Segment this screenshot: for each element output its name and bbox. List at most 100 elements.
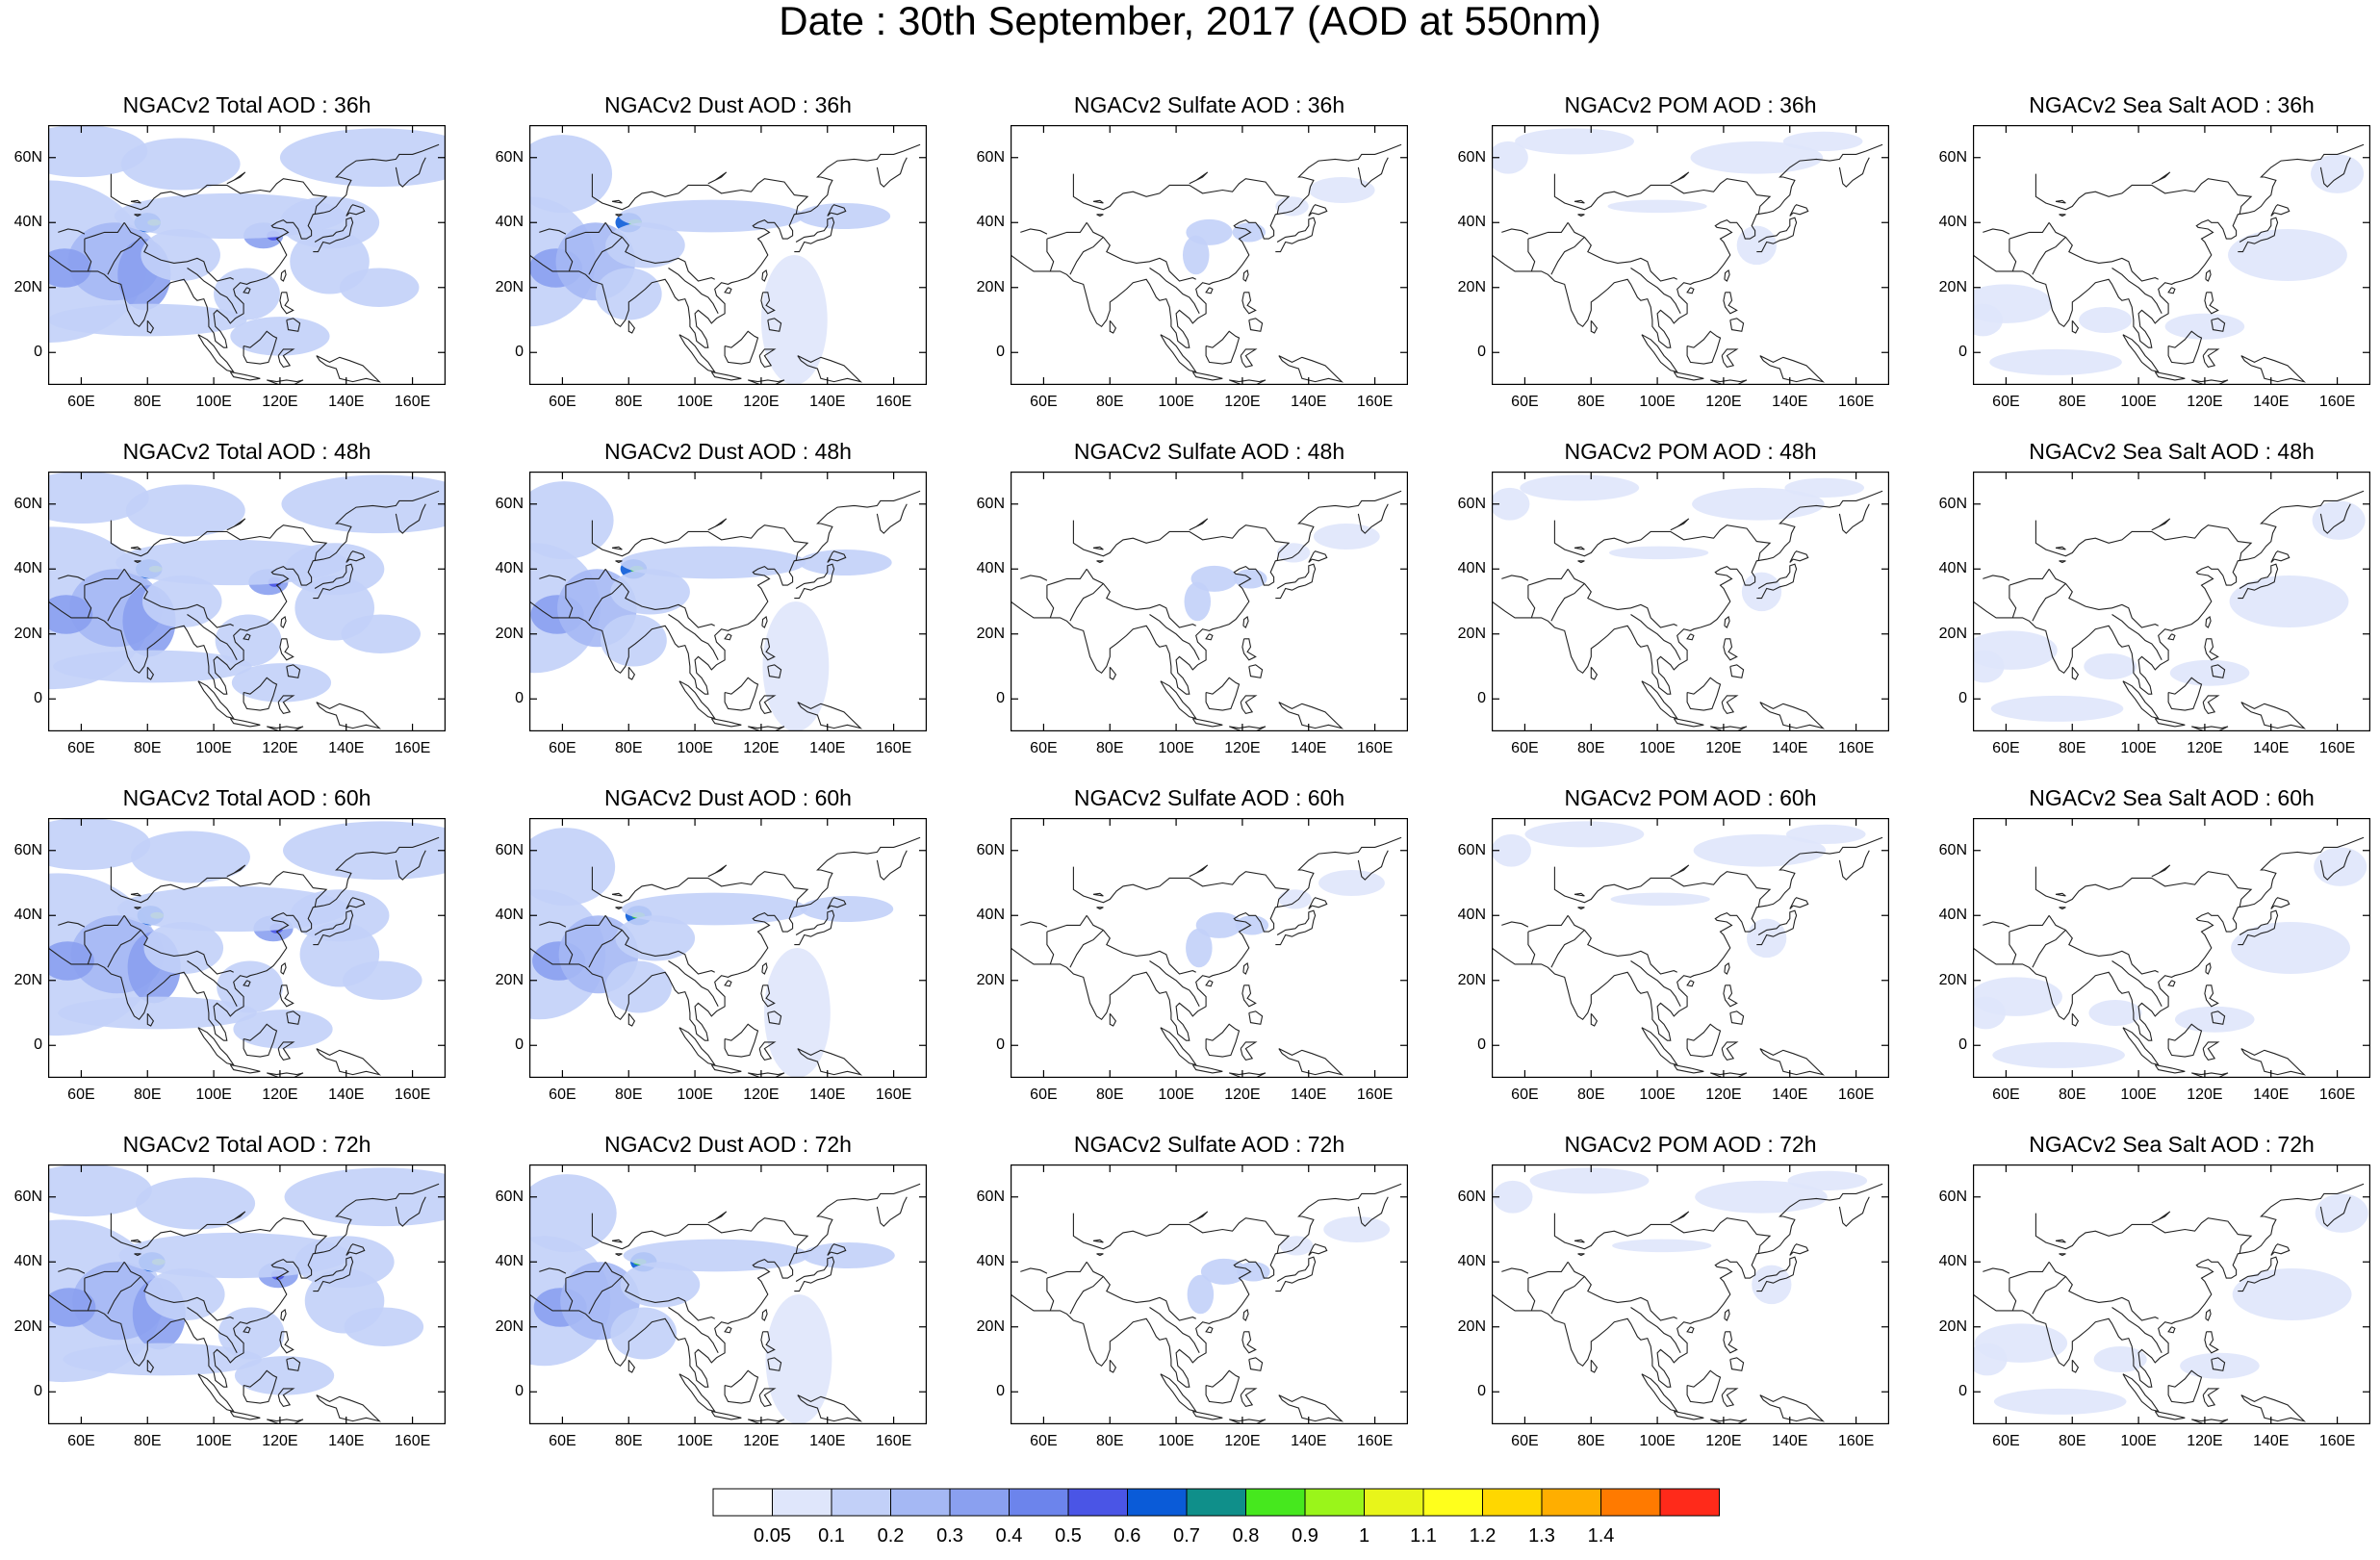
lon-tick-label: 80E bbox=[615, 1433, 643, 1449]
aod-region bbox=[2079, 307, 2133, 333]
aod-region bbox=[1492, 487, 1530, 521]
lat-tick-label: 40N bbox=[1938, 214, 1967, 231]
aod-region bbox=[1610, 892, 1710, 907]
colorbar-swatch bbox=[1245, 1488, 1306, 1517]
aod-region bbox=[1524, 821, 1645, 848]
aod-region bbox=[1787, 1170, 1868, 1190]
colorbar-label: 0.8 bbox=[1233, 1525, 1260, 1547]
colorbar-label: 0.6 bbox=[1114, 1525, 1141, 1547]
lat-tick-label: 40N bbox=[495, 214, 524, 231]
aod-region bbox=[2169, 659, 2250, 686]
coastline bbox=[1973, 143, 2365, 385]
coastline bbox=[1492, 143, 1883, 385]
coastline bbox=[1011, 490, 1402, 731]
lat-tick-label: 0 bbox=[34, 344, 42, 361]
lon-tick-label: 120E bbox=[1705, 1087, 1742, 1103]
lon-tick-label: 60E bbox=[549, 1433, 576, 1449]
lon-tick-label: 120E bbox=[1224, 1433, 1261, 1449]
lon-tick-label: 140E bbox=[809, 740, 846, 756]
lon-tick-label: 140E bbox=[2253, 1087, 2290, 1103]
coastline bbox=[1011, 836, 1402, 1078]
lon-tick-label: 120E bbox=[262, 740, 298, 756]
lon-tick-label: 160E bbox=[1837, 394, 1875, 410]
colorbar-label: 1.1 bbox=[1410, 1525, 1437, 1547]
aod-region bbox=[618, 199, 805, 233]
lon-tick-label: 80E bbox=[134, 1433, 162, 1449]
coastline bbox=[48, 490, 440, 731]
lon-tick-label: 60E bbox=[1511, 740, 1539, 756]
lat-tick-label: 20N bbox=[976, 278, 1005, 295]
aod-field bbox=[48, 125, 446, 356]
aod-region bbox=[48, 1288, 96, 1327]
aod-region bbox=[615, 915, 696, 961]
lat-tick-label: 60N bbox=[495, 495, 524, 512]
aod-region bbox=[63, 1343, 262, 1376]
lat-tick-label: 0 bbox=[515, 1036, 524, 1054]
lon-tick-label: 160E bbox=[1837, 740, 1875, 756]
lon-tick-label: 80E bbox=[1577, 740, 1605, 756]
colorbar-label: 1.4 bbox=[1588, 1525, 1615, 1547]
aod-region bbox=[284, 1167, 446, 1227]
aod-region bbox=[2229, 575, 2349, 627]
aod-region bbox=[1973, 303, 2003, 337]
lat-tick-label: 40N bbox=[1457, 214, 1486, 231]
lat-tick-label: 20N bbox=[495, 971, 524, 988]
lon-tick-label: 60E bbox=[1030, 1087, 1058, 1103]
aod-region bbox=[2174, 1006, 2255, 1033]
colorbar-swatch bbox=[1009, 1488, 1069, 1517]
lat-tick-label: 40N bbox=[495, 907, 524, 924]
lon-tick-label: 80E bbox=[1096, 1433, 1124, 1449]
lat-tick-label: 60N bbox=[976, 495, 1005, 512]
aod-region bbox=[1992, 1041, 2125, 1068]
colorbar-label: 0.1 bbox=[818, 1525, 845, 1547]
lat-tick-label: 60N bbox=[1938, 1188, 1967, 1205]
aod-region bbox=[285, 543, 385, 596]
aod-region bbox=[215, 614, 282, 667]
map-panel bbox=[529, 1164, 927, 1424]
aod-region bbox=[1695, 1180, 1828, 1214]
colorbar-swatch bbox=[712, 1488, 773, 1517]
lon-tick-label: 120E bbox=[262, 1433, 298, 1449]
panel-title: NGACv2 Sulfate AOD : 60h bbox=[1073, 785, 1345, 810]
lon-tick-label: 60E bbox=[67, 1433, 95, 1449]
aod-region bbox=[1973, 650, 2005, 683]
lat-tick-label: 20N bbox=[1938, 1317, 1967, 1335]
lon-tick-label: 60E bbox=[67, 1087, 95, 1103]
aod-region bbox=[595, 268, 662, 320]
panel-title: NGACv2 Total AOD : 72h bbox=[122, 1132, 371, 1157]
aod-region bbox=[1515, 128, 1634, 155]
lon-tick-label: 80E bbox=[1577, 394, 1605, 410]
aod-region bbox=[765, 1294, 832, 1424]
aod-region bbox=[279, 128, 446, 188]
aod-region bbox=[141, 575, 222, 627]
panel-title: NGACv2 Total AOD : 36h bbox=[122, 92, 371, 117]
lat-tick-label: 40N bbox=[976, 907, 1005, 924]
aod-region bbox=[600, 614, 667, 667]
aod-region bbox=[145, 1268, 225, 1320]
map-panel bbox=[1973, 125, 2370, 385]
aod-region bbox=[1612, 1239, 1712, 1253]
aod-region bbox=[279, 196, 380, 249]
lon-tick-label: 140E bbox=[1291, 1087, 1327, 1103]
lat-tick-label: 60N bbox=[1938, 841, 1967, 858]
aod-region bbox=[231, 663, 332, 703]
panel-title: NGACv2 Sea Salt AOD : 48h bbox=[2029, 439, 2315, 464]
lon-tick-label: 160E bbox=[875, 1433, 912, 1449]
aod-field bbox=[48, 1164, 446, 1395]
lat-tick-label: 40N bbox=[1938, 907, 1967, 924]
colorbar-swatch bbox=[1541, 1488, 1601, 1517]
colorbar: 0.05 0.1 0.2 0.3 0.4 0.5 0.6 0.7 0.8 0.9 1 1.1 1.2 1.… bbox=[712, 1488, 1721, 1560]
lon-tick-label: 80E bbox=[2059, 1433, 2086, 1449]
lat-tick-label: 60N bbox=[13, 841, 42, 858]
aod-field bbox=[1973, 154, 2365, 375]
aod-field bbox=[48, 818, 446, 1049]
lat-tick-label: 40N bbox=[1938, 1253, 1967, 1270]
lon-tick-label: 80E bbox=[2059, 1087, 2086, 1103]
lat-tick-label: 20N bbox=[976, 971, 1005, 988]
lat-tick-label: 20N bbox=[976, 625, 1005, 642]
map-panel bbox=[529, 125, 927, 385]
lat-tick-label: 0 bbox=[515, 690, 524, 707]
lon-tick-label: 80E bbox=[134, 394, 162, 410]
aod-region bbox=[1279, 1236, 1314, 1256]
lon-tick-label: 60E bbox=[549, 740, 576, 756]
